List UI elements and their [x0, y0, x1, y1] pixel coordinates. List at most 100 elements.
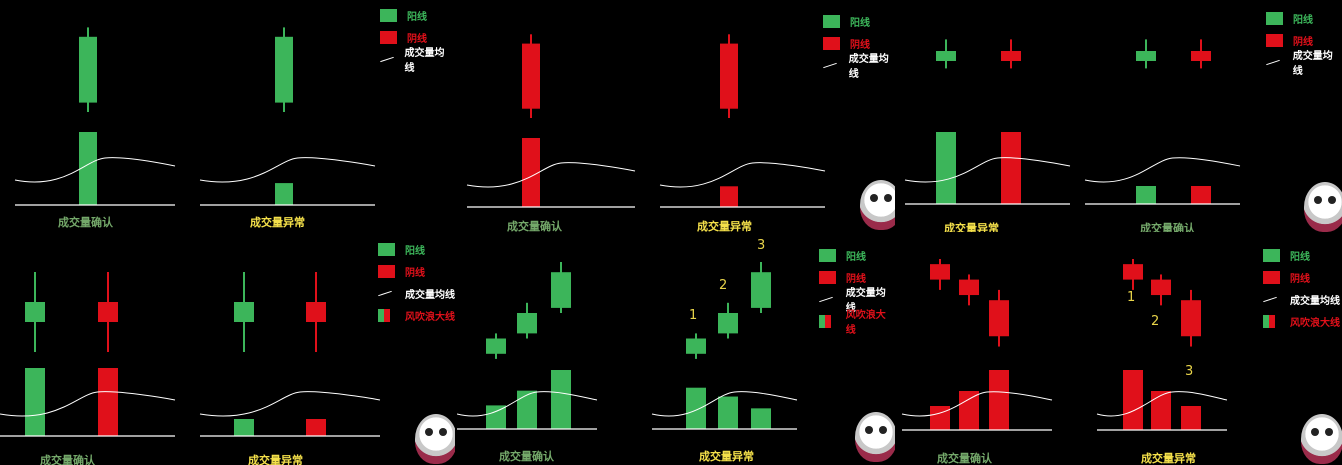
legend-label-yin: 阴线	[407, 33, 427, 45]
legend-item-yang: 阳线	[1266, 7, 1342, 29]
candle-body	[1151, 279, 1171, 296]
caption-6-right: 成交量异常	[1141, 452, 1196, 465]
volume-bar	[1151, 391, 1171, 430]
legend-2: 阳线 阴线 成交量均线	[823, 10, 895, 80]
volume-bar	[486, 405, 506, 429]
legend-swatch-extra	[819, 314, 836, 328]
legend-label-yang: 阳线	[1290, 251, 1310, 263]
legend-5: 阳线 阴线 成交量均线 风吹浪大线	[819, 244, 895, 336]
legend-swatch-ma	[1266, 58, 1283, 66]
caption-2-right: 成交量异常	[697, 220, 752, 232]
legend-swatch-yang	[378, 242, 395, 256]
candle-body	[1191, 51, 1211, 61]
volume-bar	[936, 132, 956, 204]
legend-item-yang: 阳线	[380, 4, 447, 26]
volume-ma-line	[199, 391, 381, 417]
caption-5-right: 成交量异常	[699, 450, 754, 463]
chart-panel-6: 阳线 阴线 成交量均线 风吹浪大线 1 2 3 成交量确认 成交量异常	[897, 234, 1342, 465]
volume-bar	[989, 370, 1009, 430]
legend-item-extra: 风吹浪大线	[1263, 310, 1340, 332]
chart-svg-5	[457, 262, 798, 430]
legend-item-ma: 成交量均线	[1263, 288, 1340, 310]
legend-item-ma: 成交量均线	[819, 288, 895, 314]
annotation-two: 2	[1151, 314, 1160, 329]
legend-label-ma: 成交量均线	[404, 48, 445, 74]
legend-item-ma: 成交量均线	[1266, 51, 1342, 77]
candle-body	[720, 43, 738, 109]
annotation-one: 1	[689, 308, 698, 323]
chart-svg-3	[904, 39, 1241, 205]
legend-swatch-yin	[1263, 270, 1280, 284]
legend-label-yin: 阴线	[405, 267, 425, 279]
volume-ma-line	[659, 162, 826, 188]
candle-body	[1001, 51, 1021, 61]
candle-body	[686, 338, 706, 354]
legend-item-yin: 阴线	[1266, 29, 1342, 51]
legend-swatch-yin	[819, 270, 836, 284]
caption-4-right: 成交量异常	[248, 454, 303, 465]
candle-body	[959, 279, 979, 296]
legend-label-yang: 阳线	[407, 11, 427, 23]
candle-body	[522, 43, 540, 109]
volume-bar	[517, 390, 537, 429]
volume-ma-line	[457, 391, 598, 417]
volume-ma-line	[904, 157, 1071, 183]
candle-body	[79, 36, 97, 103]
candle-body	[517, 313, 537, 334]
legend-label-ma: 成交量均线	[845, 288, 886, 314]
legend-swatch-yang	[1263, 248, 1280, 262]
candle-body	[930, 264, 950, 280]
legend-swatch-yang	[819, 248, 836, 262]
annotation-one: 1	[1127, 290, 1136, 305]
volume-bar	[1181, 406, 1201, 430]
candle-body	[486, 338, 506, 354]
candle-body	[234, 302, 254, 322]
legend-swatch-ma	[378, 289, 395, 297]
candle-body	[275, 36, 293, 103]
legend-label-yin: 阴线	[1293, 36, 1313, 48]
legend-label-yin: 阴线	[850, 39, 870, 51]
legend-4: 阳线阴线成交量均线风吹浪大线	[378, 238, 455, 326]
volume-ma-line	[901, 391, 1053, 417]
legend-swatch-yin	[378, 264, 395, 278]
volume-ma-line	[199, 157, 376, 183]
legend-swatch-yin	[380, 30, 397, 44]
legend-swatch-extra	[1263, 314, 1280, 328]
volume-bar	[1001, 132, 1021, 204]
legend-swatch-ma	[1263, 295, 1280, 303]
legend-item-yang: 阳线	[1263, 244, 1340, 266]
legend-item-yin: 阴线	[380, 26, 447, 48]
legend-swatch-ma	[819, 295, 836, 303]
volume-bar	[718, 396, 738, 429]
panda-avatar-icon	[1304, 182, 1342, 232]
legend-item-ma: 成交量均线	[380, 48, 447, 74]
legend-label-yang: 阳线	[405, 245, 425, 257]
volume-bar	[1136, 186, 1156, 204]
volume-ma-line	[14, 157, 176, 183]
legend-label-ma: 成交量均线	[405, 289, 455, 301]
panda-avatar-icon	[860, 180, 895, 230]
caption-4-left: 成交量确认	[40, 454, 95, 465]
chart-panel-2: 阳线 阴线 成交量均线 成交量确认 成交量异常	[455, 0, 895, 232]
legend-label-extra: 风吹浪大线	[405, 311, 455, 323]
legend-label-yang: 阳线	[846, 251, 866, 263]
volume-bar	[959, 391, 979, 430]
volume-bar	[1123, 370, 1143, 430]
volume-bar	[686, 387, 706, 429]
volume-bar	[98, 368, 118, 436]
chart-svg-1	[14, 27, 376, 206]
volume-bar	[275, 183, 293, 205]
legend-item-extra: 风吹浪大线	[378, 304, 455, 326]
legend-label-ma: 成交量均线	[1292, 51, 1333, 77]
caption-3-left: 成交量异常	[944, 222, 999, 232]
legend-item-yang: 阳线	[378, 238, 455, 260]
caption-1-right: 成交量异常	[250, 216, 305, 229]
legend-label-ma: 成交量均线	[1290, 295, 1340, 307]
legend-3: 阳线阴线成交量均线	[1266, 7, 1342, 77]
legend-item-yin: 阴线	[378, 260, 455, 282]
caption-3-right: 成交量确认	[1140, 222, 1195, 232]
caption-5-left: 成交量确认	[499, 450, 554, 463]
chart-svg-4	[0, 272, 381, 437]
legend-label-yang: 阳线	[850, 17, 870, 29]
volume-ma-line	[0, 391, 176, 417]
